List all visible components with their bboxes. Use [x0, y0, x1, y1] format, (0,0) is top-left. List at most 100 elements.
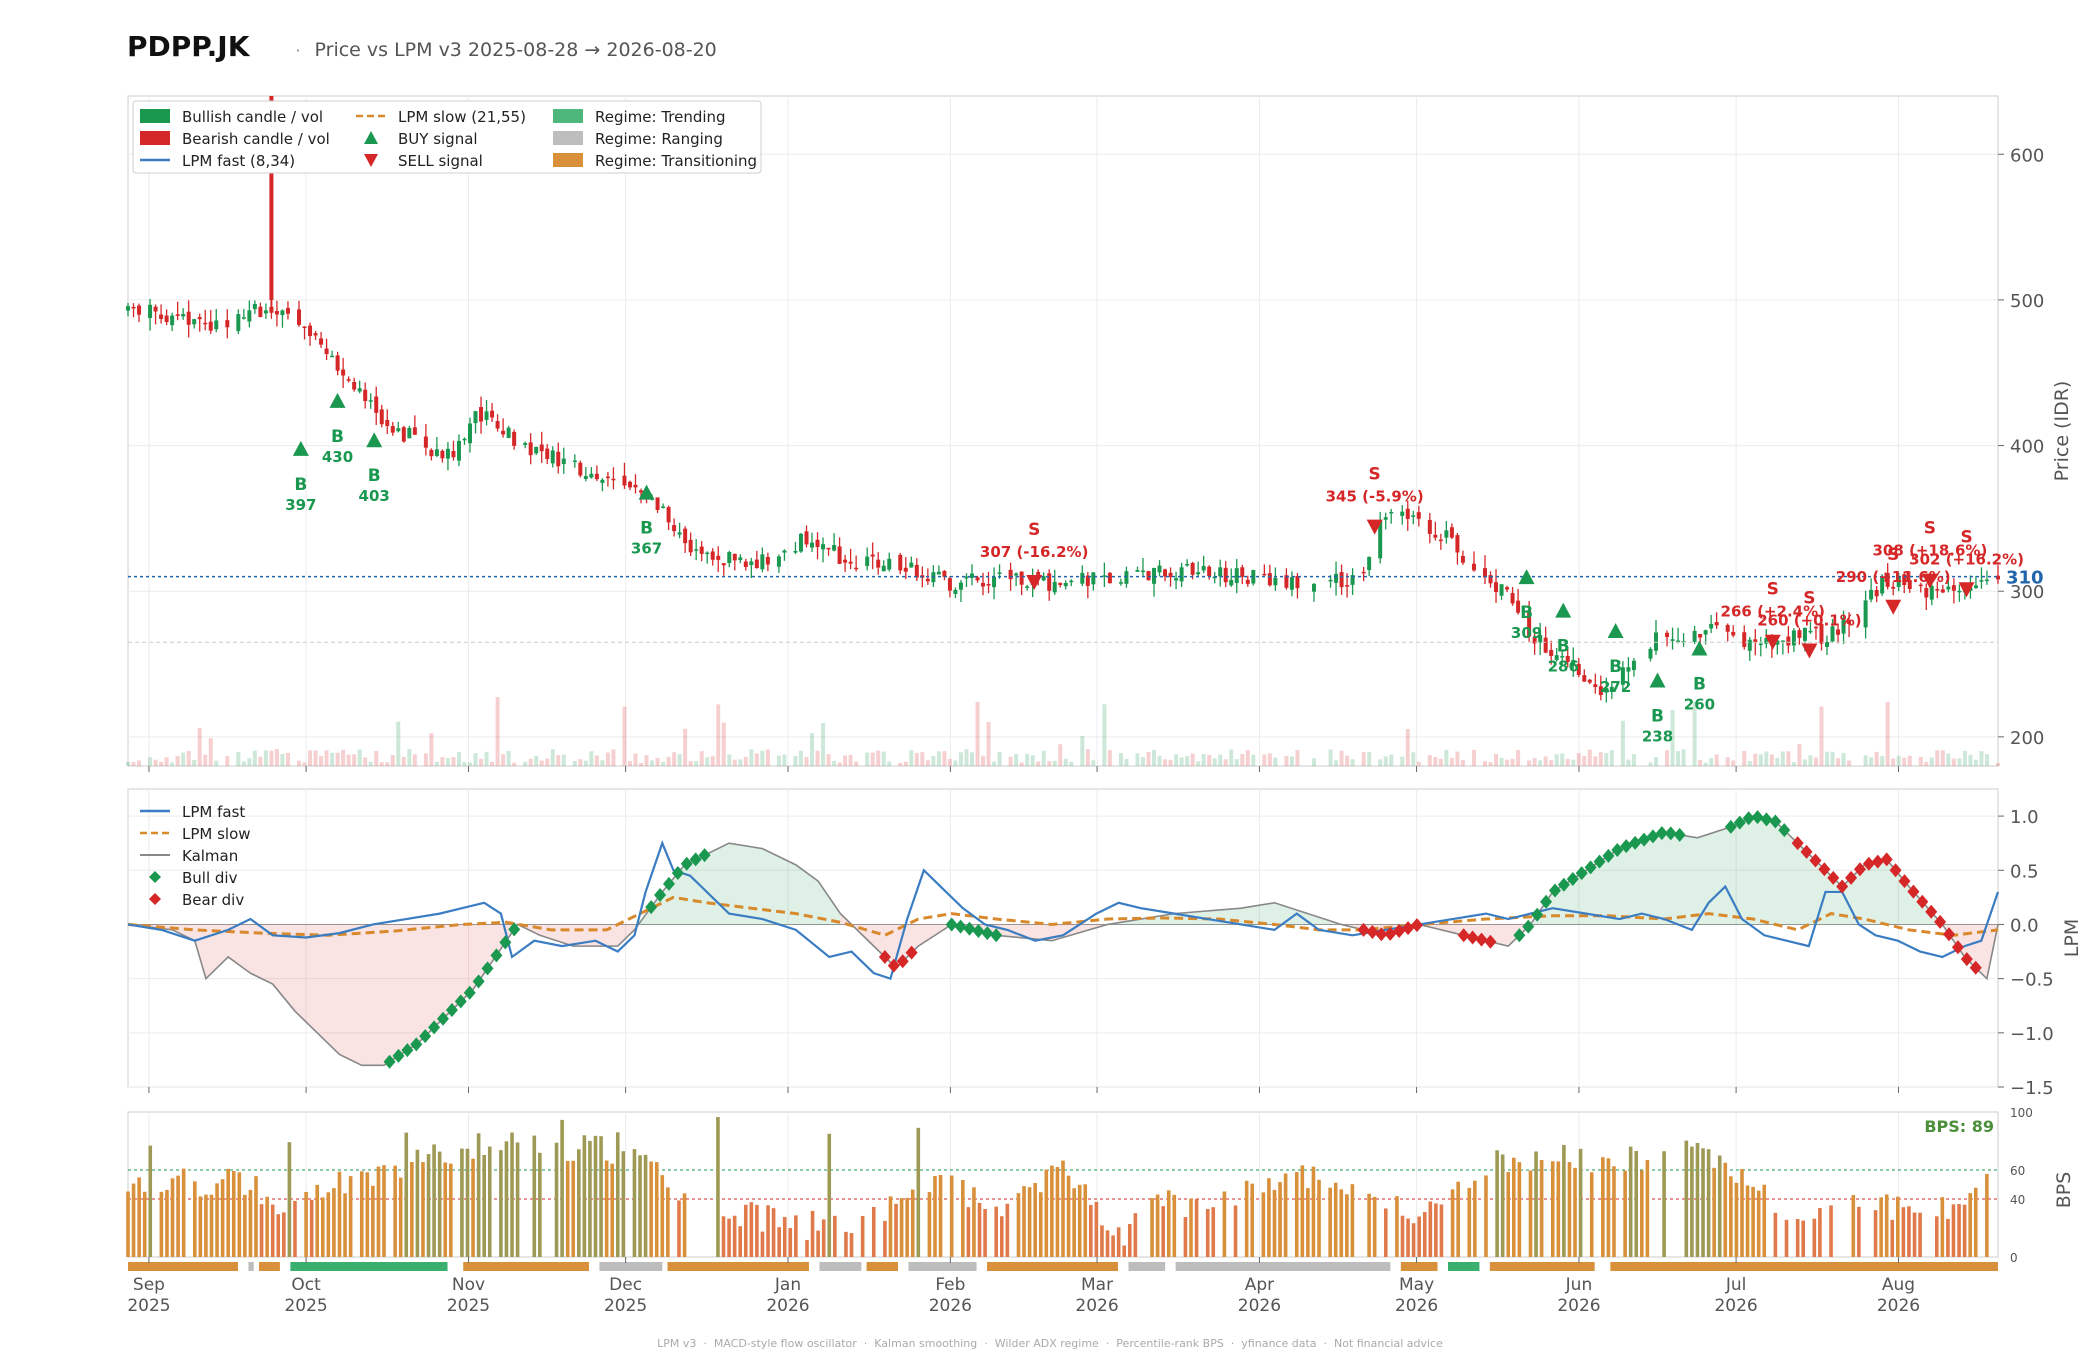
sell-signal-letter: S: [1887, 545, 1899, 565]
bear-div-marker: [887, 958, 900, 973]
volume-bar: [512, 762, 517, 766]
lpm-area-fill: [1664, 832, 1698, 925]
legend-label: Regime: Trending: [595, 108, 726, 126]
volume-bar: [1014, 754, 1019, 766]
bps-bar: [643, 1154, 648, 1257]
bps-bar: [927, 1192, 932, 1257]
candle-body: [633, 484, 638, 488]
bps-bar: [894, 1203, 898, 1257]
bps-bar: [1957, 1204, 1961, 1257]
chart-subtitle: Price vs LPM v3 2025-08-28 → 2026-08-20: [314, 39, 717, 61]
bps-bar: [337, 1171, 342, 1257]
bps-bar: [282, 1212, 286, 1257]
bps-bar: [220, 1179, 225, 1257]
volume-bar: [688, 761, 693, 766]
candle-body: [1234, 568, 1239, 583]
volume-bar: [699, 751, 704, 766]
candle-body: [297, 309, 302, 325]
volume-bar: [374, 750, 379, 766]
candle-body: [1841, 617, 1846, 634]
volume-bar: [153, 759, 158, 766]
candle-body: [473, 411, 478, 424]
volume-bar: [148, 757, 153, 766]
bps-bar: [554, 1142, 559, 1257]
candle-body: [186, 311, 191, 325]
x-tick-month: Jun: [1565, 1275, 1593, 1295]
bps-bar: [983, 1209, 987, 1257]
bps-bar: [1333, 1182, 1338, 1257]
bps-bar: [1628, 1146, 1633, 1257]
bps-bar: [532, 1135, 537, 1257]
bps-bar: [437, 1151, 442, 1257]
candle-body: [1709, 623, 1714, 629]
buy-signal-marker: [1555, 602, 1572, 618]
candle-body: [1946, 586, 1951, 590]
sell-signal-marker: [1801, 643, 1818, 659]
x-tick-month: Dec: [609, 1275, 642, 1295]
volume-bar: [650, 760, 655, 766]
bps-bar: [1100, 1225, 1104, 1257]
bps-bar: [632, 1149, 637, 1257]
bull-div-marker: [472, 974, 485, 989]
bps-bar: [1189, 1198, 1193, 1257]
bps-tick-label: 100: [2010, 1106, 2033, 1120]
bps-bar: [515, 1142, 520, 1257]
candle-body: [159, 314, 164, 319]
volume-bar: [1698, 759, 1703, 766]
sell-signal-marker: [1885, 599, 1902, 615]
sell-signal-value: 260 (+0.1%): [1757, 611, 1861, 629]
bps-bar: [1918, 1212, 1922, 1257]
lpm-area-fill: [384, 924, 418, 1066]
bps-bar: [376, 1166, 381, 1257]
bps-bar: [1734, 1182, 1739, 1257]
candle-body: [1753, 639, 1758, 643]
candle-body: [903, 567, 908, 572]
volume-bar: [434, 761, 439, 766]
bps-bar: [910, 1189, 915, 1257]
bps-bar: [1896, 1196, 1900, 1257]
candle-body: [407, 427, 412, 439]
volume-bar: [826, 754, 831, 766]
volume-bar: [1471, 749, 1476, 766]
candle-body: [225, 320, 230, 328]
candle-body: [688, 539, 693, 553]
bps-bar: [1729, 1176, 1733, 1257]
candle-body: [197, 317, 202, 320]
bps-bar: [577, 1149, 581, 1257]
bps-bar: [504, 1141, 509, 1257]
price-tick-label: 500: [2010, 291, 2044, 312]
candle-body: [1587, 679, 1592, 683]
regime-segment: [667, 1262, 809, 1271]
candle-body: [374, 396, 379, 413]
candle-body: [236, 314, 241, 332]
bps-bar: [487, 1146, 492, 1257]
bps-bar: [1022, 1186, 1026, 1257]
volume-bar: [1775, 757, 1780, 766]
bull-div-marker: [1611, 843, 1624, 858]
buy-signal-letter: B: [1693, 674, 1706, 694]
bps-bar: [1428, 1201, 1433, 1257]
volume-bar: [1571, 759, 1576, 766]
bps-bar: [1027, 1187, 1032, 1257]
legend-label: Regime: Transitioning: [595, 152, 757, 170]
candle-body: [556, 451, 561, 467]
bull-div-marker: [1629, 835, 1642, 850]
lpm-tick-label: 0.0: [2010, 915, 2039, 936]
volume-bar: [313, 750, 318, 766]
volume-bar: [186, 750, 191, 766]
buy-signal-value: 272: [1600, 678, 1631, 696]
bull-div-marker: [990, 928, 1003, 943]
bps-bar: [844, 1231, 848, 1257]
lpm-area-fill: [1274, 902, 1308, 925]
bear-div-marker: [1907, 884, 1920, 899]
volume-bar: [1091, 760, 1096, 766]
legend-swatch: [553, 109, 583, 123]
volume-bar: [1433, 757, 1438, 766]
candle-body: [490, 410, 495, 418]
volume-bar: [1769, 754, 1774, 766]
candle-body: [313, 333, 318, 336]
candle-body: [881, 565, 886, 572]
bps-bar: [1250, 1183, 1255, 1257]
volume-bar: [837, 762, 842, 766]
price-axis-label: Price (IDR): [2051, 381, 2073, 482]
